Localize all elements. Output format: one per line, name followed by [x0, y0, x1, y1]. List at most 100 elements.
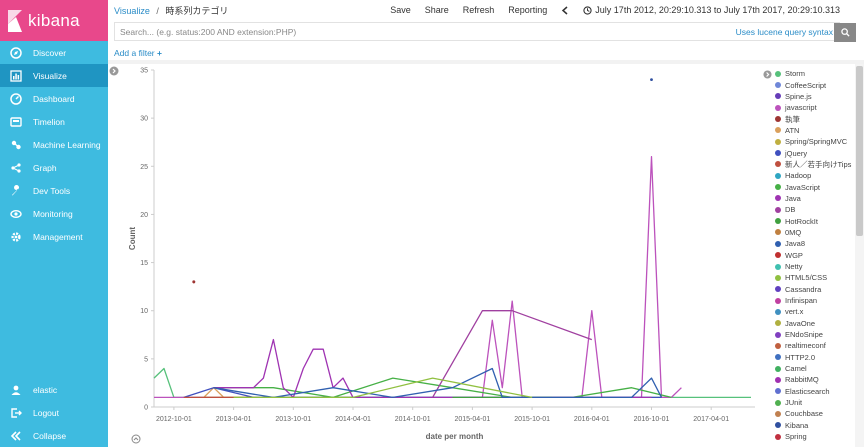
sidebar-item-timelion[interactable]: Timelion [0, 110, 108, 133]
legend-color-swatch [775, 150, 781, 157]
clock-icon [583, 5, 592, 15]
search-input[interactable] [115, 26, 736, 37]
legend-label: Infinispan [785, 296, 818, 306]
legend-item[interactable]: Spine.js [775, 91, 853, 102]
legend-toggle-icon[interactable] [763, 70, 772, 79]
legend-label: Camel [785, 364, 807, 374]
legend-label: HotRockIt [785, 216, 818, 226]
legend-item[interactable]: ENdoSnipe [775, 329, 853, 340]
legend-color-swatch [775, 93, 781, 100]
sidebar-item-collapse[interactable]: Collapse [0, 424, 108, 447]
sidebar-item-monitoring[interactable]: Monitoring [0, 202, 108, 225]
sidebar-item-visualize[interactable]: Visualize [0, 64, 108, 87]
timelion-icon [10, 116, 22, 127]
sidebar-item-logout[interactable]: Logout [0, 401, 108, 424]
legend-label: HTTP2.0 [785, 352, 816, 362]
legend-label: Couchbase [785, 409, 823, 419]
refresh-button[interactable]: Refresh [462, 5, 495, 15]
gear-icon [11, 231, 21, 242]
eye-icon [10, 209, 22, 218]
legend-item[interactable]: RabbitMQ [775, 374, 853, 385]
legend-color-swatch [775, 410, 781, 417]
legend-label: 執筆 [785, 114, 800, 124]
legend-item[interactable]: Cassandra [775, 284, 853, 295]
legend-color-swatch [775, 433, 781, 440]
reporting-button[interactable]: Reporting [508, 5, 548, 15]
breadcrumb-visualize-link[interactable]: Visualize [114, 5, 150, 16]
legend-color-swatch [775, 320, 781, 327]
time-range-picker[interactable]: July 17th 2012, 20:29:10.313 to July 17t… [583, 5, 840, 15]
legend-item[interactable]: Java [775, 193, 853, 204]
user-icon [11, 385, 21, 395]
legend-label: JavaScript [785, 182, 821, 192]
lucene-syntax-link[interactable]: Uses lucene query syntax [735, 26, 833, 37]
legend-item[interactable]: CoffeeScript [775, 79, 853, 90]
time-range-label: July 17th 2012, 20:29:10.313 to July 17t… [595, 5, 840, 15]
legend-item[interactable]: Java8 [775, 238, 853, 249]
x-tick-label: 2016-10-01 [634, 416, 670, 423]
sidebar-bottom-nav: elastic Logout Collapse [0, 378, 108, 447]
legend-item[interactable]: Hadoop [775, 170, 853, 181]
breadcrumb-current: 時系列カテゴリ [165, 5, 229, 16]
legend-item[interactable]: 新人／若手向けTips [775, 159, 853, 170]
legend-color-swatch [775, 365, 781, 372]
legend-label: DB [785, 205, 796, 215]
legend-item[interactable]: Elasticsearch [775, 386, 853, 397]
legend-item[interactable]: Storm [775, 68, 853, 79]
legend-label: realtimeconf [785, 341, 826, 351]
collapse-chart-icon[interactable] [131, 434, 141, 444]
legend-item[interactable]: ATN [775, 125, 853, 136]
legend-item[interactable]: Infinispan [775, 295, 853, 306]
legend-item[interactable]: JUnit [775, 397, 853, 408]
x-tick-label: 2013-04-01 [216, 416, 252, 423]
expand-toggle-icon[interactable] [109, 66, 119, 76]
legend-label: Cassandra [785, 284, 822, 294]
logout-icon [11, 407, 22, 418]
y-tick-label: 35 [140, 68, 148, 75]
legend-item[interactable]: HTML5/CSS [775, 272, 853, 283]
sidebar-item-elastic[interactable]: elastic [0, 378, 108, 401]
legend-item[interactable]: realtimeconf [775, 340, 853, 351]
logo[interactable]: kibana [0, 0, 108, 41]
legend-item[interactable]: 執筆 [775, 113, 853, 124]
chevron-left-icon[interactable] [561, 5, 569, 15]
scrollbar-thumb[interactable] [856, 66, 863, 236]
legend-item[interactable]: JavaOne [775, 318, 853, 329]
sidebar-item-label: Discover [33, 47, 67, 58]
sidebar-item-dashboard[interactable]: Dashboard [0, 87, 108, 110]
legend-item[interactable]: HTTP2.0 [775, 352, 853, 363]
sidebar-item-graph[interactable]: Graph [0, 156, 108, 179]
legend-item[interactable]: JavaScript [775, 181, 853, 192]
sidebar-item-machine-learning[interactable]: Machine Learning [0, 133, 108, 156]
legend-item[interactable]: Couchbase [775, 408, 853, 419]
legend-item[interactable]: Camel [775, 363, 853, 374]
legend-item[interactable]: jQuery [775, 147, 853, 158]
legend-item[interactable]: Netty [775, 261, 853, 272]
legend-color-swatch [775, 161, 781, 168]
top-nav: Visualize / 時系列カテゴリ Save Share Refresh R… [108, 0, 864, 20]
legend-color-swatch [775, 82, 781, 89]
scrollbar[interactable] [855, 64, 864, 447]
legend-item[interactable]: Kibana [775, 420, 853, 431]
search-button[interactable] [834, 23, 856, 42]
legend-item[interactable]: 0MQ [775, 227, 853, 238]
legend-item[interactable]: HotRockIt [775, 215, 853, 226]
legend-item[interactable]: vert.x [775, 306, 853, 317]
sidebar-item-dev-tools[interactable]: Dev Tools [0, 179, 108, 202]
legend-item[interactable]: DB [775, 204, 853, 215]
x-tick-label: 2015-10-01 [514, 416, 550, 423]
legend-color-swatch [775, 342, 781, 349]
x-axis-label: date per month [426, 432, 484, 441]
legend-item[interactable]: javascript [775, 102, 853, 113]
legend-item[interactable]: WGP [775, 250, 853, 261]
sidebar-item-discover[interactable]: Discover [0, 41, 108, 64]
legend-item[interactable]: Spring [775, 431, 853, 442]
y-axis-label: Count [128, 227, 137, 250]
sidebar-item-management[interactable]: Management [0, 225, 108, 248]
save-button[interactable]: Save [390, 5, 411, 15]
share-button[interactable]: Share [424, 5, 449, 15]
add-filter-button[interactable]: Add a filter + [114, 48, 162, 58]
legend-item[interactable]: Spring/SpringMVC [775, 136, 853, 147]
sidebar-item-label: Collapse [33, 430, 67, 441]
